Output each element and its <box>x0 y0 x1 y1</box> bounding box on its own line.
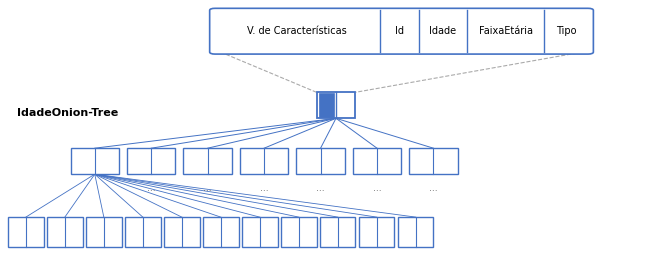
Text: ...: ... <box>429 184 437 193</box>
Bar <box>319 93 334 117</box>
Bar <box>47 217 83 247</box>
Bar <box>203 217 239 247</box>
Text: V. de Características: V. de Características <box>247 26 347 36</box>
Text: ...: ... <box>204 184 212 193</box>
Text: ...: ... <box>317 184 325 193</box>
Bar <box>164 217 200 247</box>
Text: IdadeOnion-Tree: IdadeOnion-Tree <box>17 108 118 118</box>
Bar <box>281 217 317 247</box>
Bar <box>359 217 394 247</box>
Bar <box>242 217 278 247</box>
Bar <box>353 148 401 174</box>
Bar <box>317 92 355 118</box>
Bar <box>320 217 355 247</box>
Text: Id: Id <box>394 26 404 36</box>
Text: ...: ... <box>147 184 155 193</box>
Bar <box>398 217 433 247</box>
Bar <box>125 217 161 247</box>
Bar <box>296 148 345 174</box>
Text: Tipo: Tipo <box>556 26 577 36</box>
Text: ...: ... <box>373 184 381 193</box>
Text: Idade: Idade <box>429 26 456 36</box>
Bar <box>71 148 119 174</box>
Bar <box>86 217 122 247</box>
Text: ...: ... <box>260 184 268 193</box>
Bar <box>183 148 232 174</box>
Bar <box>240 148 288 174</box>
Bar <box>409 148 458 174</box>
Bar <box>8 217 44 247</box>
Text: FaixaEtária: FaixaEtária <box>478 26 533 36</box>
Bar <box>127 148 175 174</box>
FancyBboxPatch shape <box>210 8 593 54</box>
